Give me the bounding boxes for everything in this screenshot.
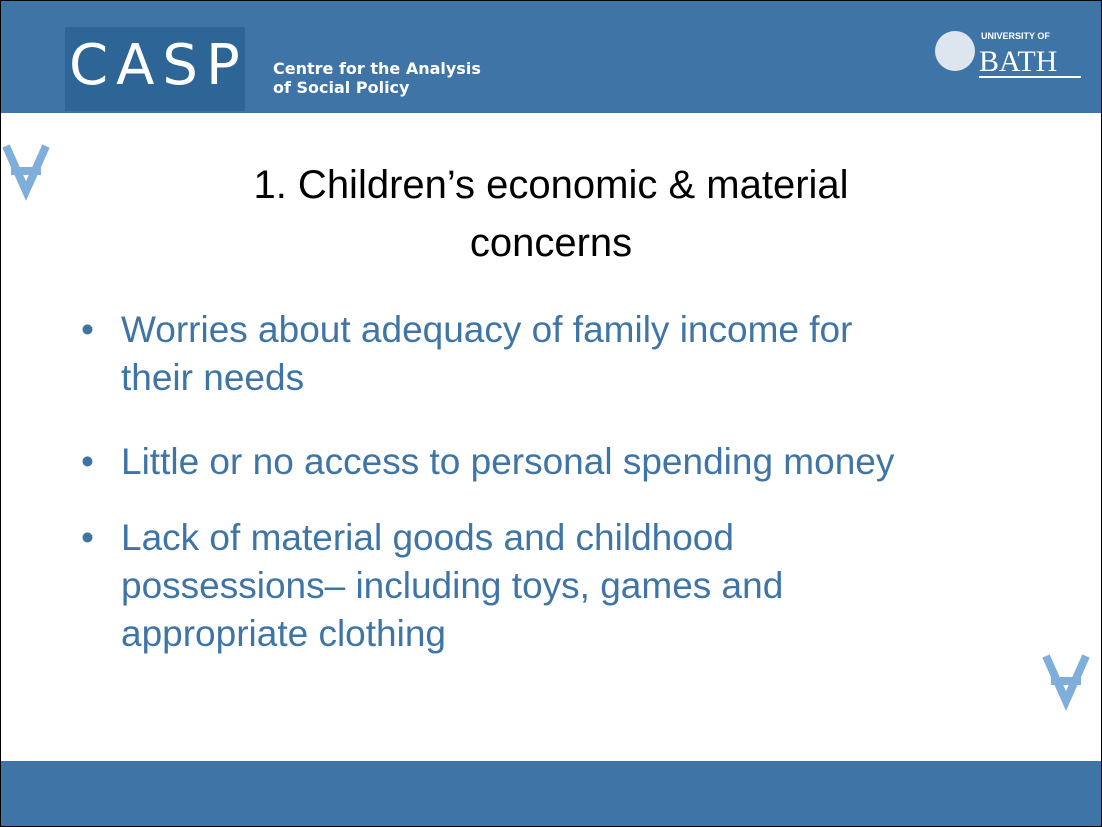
- university-top: UNIVERSITY OF: [981, 31, 1050, 41]
- logo: CASP: [65, 27, 245, 111]
- figure-icon: [2, 144, 50, 201]
- bullet-text: Lack of material goods and childhood: [121, 517, 734, 558]
- org-name: Centre for the Analysis: [273, 59, 481, 78]
- figure-icon: [1042, 654, 1090, 711]
- org-name: of Social Policy: [273, 78, 410, 97]
- footer-bar: [1, 761, 1101, 826]
- header-bar: CASP Centre for the Analysis of Social P…: [1, 1, 1101, 113]
- crest: [935, 31, 975, 71]
- bullet: • Little or no access to personal spendin…: [81, 438, 1081, 486]
- university-logo: UNIVERSITY OF BATH: [935, 31, 1081, 78]
- title: concerns: [469, 221, 633, 265]
- logo-text: CASP: [69, 33, 248, 98]
- bullet-text: Worries about adequacy of family income …: [121, 309, 853, 350]
- bullet: • Worries about adequacy of family income…: [81, 306, 1081, 402]
- bullet-text: their needs: [121, 357, 305, 398]
- bullet: • Lack of material goods and childhood pos…: [81, 514, 1081, 658]
- bullet-text: Little or no access to personal spending…: [121, 441, 895, 482]
- university-name: BATH: [979, 45, 1057, 78]
- bullet-text: appropriate clothing: [121, 613, 446, 654]
- bullet-text: possessions– including toys, games and: [121, 565, 784, 606]
- title: 1. Children’s economic & material: [253, 163, 849, 207]
